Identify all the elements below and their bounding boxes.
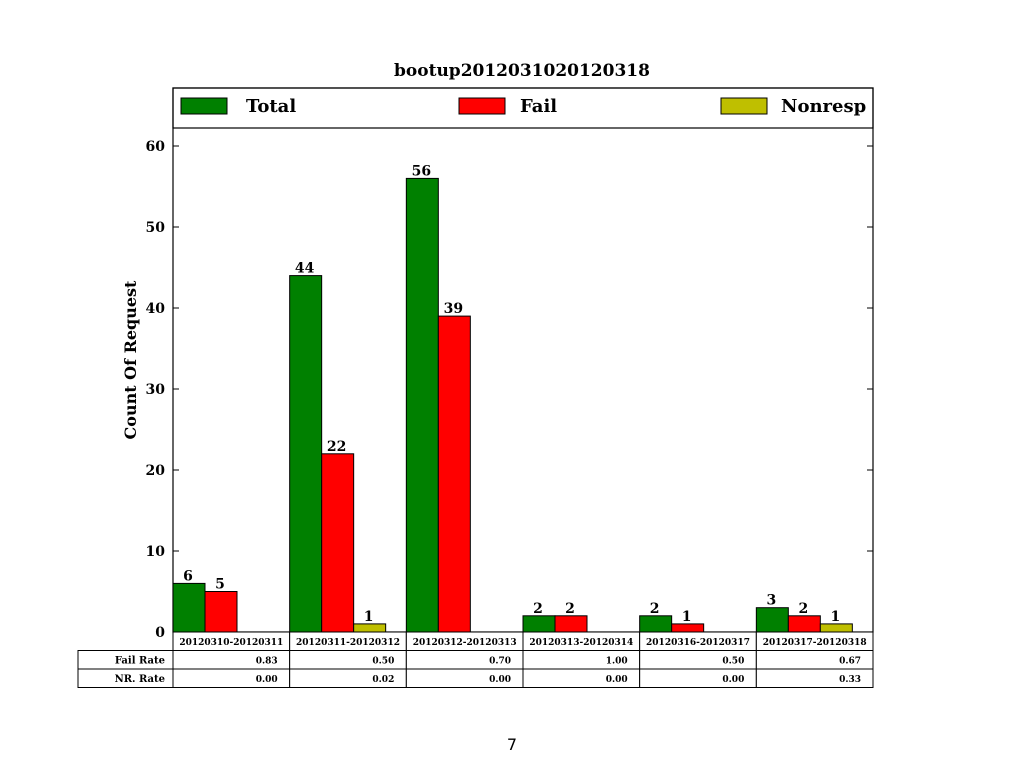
y-axis-label: Count Of Request <box>121 280 140 440</box>
y-tick-label: 60 <box>146 139 166 155</box>
y-tick-label: 40 <box>146 301 166 317</box>
table-cell-value: 0.00 <box>722 675 744 685</box>
legend-swatch-total <box>180 97 228 115</box>
bar-fail <box>787 615 821 633</box>
bar-total <box>522 615 556 633</box>
table-cell-value: 0.70 <box>489 657 511 667</box>
data-table: 20120310-20120311 20120311-20120312 201203… <box>77 631 874 688</box>
legend-label-total: Total <box>246 96 296 117</box>
legend-label-nonresp: Nonresp <box>781 96 866 117</box>
bar-nonresp <box>353 623 387 633</box>
y-tick-label: 0 <box>155 625 165 641</box>
bar-value-label: 44 <box>295 261 315 277</box>
table-cell <box>755 668 874 688</box>
bar-value-label: 2 <box>533 601 543 617</box>
bar-value-label: 5 <box>215 577 225 593</box>
bar-fail <box>321 453 355 633</box>
bar-value-label: 2 <box>650 601 660 617</box>
bar-value-label: 2 <box>565 601 575 617</box>
chart-title: bootup2012031020120318 <box>394 61 650 81</box>
x-category-label: 20120317-20120318 <box>763 638 867 648</box>
table-row-header: Fail Rate <box>115 656 165 667</box>
legend-swatch-nonresp <box>720 97 768 115</box>
bar-value-label: 22 <box>327 439 346 455</box>
bar-value-label: 1 <box>364 609 374 625</box>
bar-value-label: 3 <box>766 593 776 609</box>
bar-value-label: 2 <box>798 601 808 617</box>
bar-value-label: 56 <box>412 163 431 179</box>
table-cell-value: 0.00 <box>256 675 278 685</box>
x-category-label: 20120311-20120312 <box>296 638 400 648</box>
plot-frame <box>172 87 874 633</box>
table-cell-value: 0.50 <box>372 657 394 667</box>
bar-value-label: 6 <box>183 568 193 584</box>
table-cell-value: 0.83 <box>256 657 278 667</box>
table-cell-value: 0.02 <box>372 675 394 685</box>
page-number: 7 <box>507 735 517 754</box>
x-category-label: 20120313-20120314 <box>529 638 633 648</box>
x-category-label: 20120316-20120317 <box>646 638 750 648</box>
y-tick-label: 30 <box>146 382 166 398</box>
bar-total <box>405 177 439 633</box>
bar-fail <box>554 615 588 633</box>
table-cell-value: 0.67 <box>839 657 861 667</box>
legend-swatch-fail <box>458 97 506 115</box>
bar-fail <box>671 623 705 633</box>
y-axis: 0 10 20 30 40 50 60 <box>146 139 873 641</box>
bar-value-label: 1 <box>682 609 692 625</box>
table-cell-value: 0.00 <box>606 675 628 685</box>
table-row-header: NR. Rate <box>115 674 165 685</box>
bar-value-label: 1 <box>830 609 840 625</box>
bar-nonresp <box>819 623 853 633</box>
bar-fail <box>204 591 238 633</box>
x-category-label: 20120310-20120311 <box>179 638 283 648</box>
bar-total <box>289 275 323 633</box>
bar-value-label: 39 <box>444 301 463 317</box>
table-cell-value: 0.33 <box>839 675 861 685</box>
bar-total <box>755 607 789 633</box>
bar-total <box>172 582 206 633</box>
bar-total <box>639 615 673 633</box>
y-tick-label: 10 <box>146 544 166 560</box>
y-tick-label: 50 <box>146 220 166 236</box>
x-category-label: 20120312-20120313 <box>413 638 517 648</box>
y-tick-label: 20 <box>146 463 166 479</box>
legend-label-fail: Fail <box>520 96 557 117</box>
table-cell-value: 0.50 <box>722 657 744 667</box>
table-cell-value: 0.00 <box>489 675 511 685</box>
bar-fail <box>437 315 471 633</box>
legend: Total Fail Nonresp <box>172 87 874 129</box>
table-cell-value: 1.00 <box>606 657 628 667</box>
